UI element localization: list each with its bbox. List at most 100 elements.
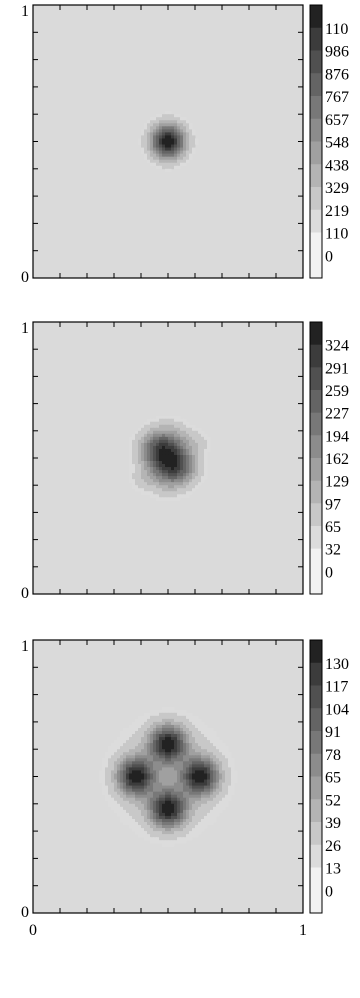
- contour-cell: [195, 779, 199, 783]
- contour-cell: [183, 494, 187, 498]
- contour-cell: [174, 812, 178, 817]
- contour-cell: [234, 776, 238, 780]
- contour-cell: [195, 770, 199, 774]
- contour-cell: [147, 767, 151, 771]
- contour-cell: [171, 743, 175, 747]
- contour-cell: [165, 451, 169, 456]
- contour-cell: [159, 724, 163, 729]
- contour-cell: [135, 752, 139, 756]
- contour-cell: [201, 755, 205, 759]
- contour-cell: [189, 779, 193, 783]
- contour-cell: [171, 776, 175, 780]
- contour-cell: [141, 737, 145, 741]
- contour-cell: [153, 120, 157, 124]
- contour-cell: [183, 485, 187, 489]
- contour-cell: [171, 740, 175, 744]
- contour-cell: [162, 743, 166, 747]
- contour-cell: [153, 470, 157, 474]
- contour-cell: [228, 779, 232, 783]
- contour-cell: [129, 476, 133, 480]
- contour-cell: [201, 773, 205, 777]
- contour-cell: [129, 442, 133, 447]
- contour-cell: [108, 779, 112, 783]
- contour-cell: [165, 150, 169, 155]
- contour-cell: [177, 818, 181, 823]
- contour-cell: [108, 746, 112, 750]
- contour-cell: [180, 737, 184, 741]
- contour-cell: [165, 721, 169, 726]
- contour-cell: [123, 737, 127, 741]
- contour-cell: [183, 731, 187, 735]
- contour-cell: [165, 731, 169, 735]
- contour-cell: [159, 156, 163, 161]
- contour-cell: [198, 800, 202, 805]
- contour-cell: [216, 809, 220, 814]
- contour-cell: [147, 828, 151, 832]
- contour-cell: [231, 767, 235, 771]
- contour-cell: [171, 834, 175, 838]
- contour-cell: [153, 809, 157, 814]
- contour-cell: [147, 770, 151, 774]
- contour-cell: [153, 743, 157, 747]
- contour-cell: [114, 749, 118, 753]
- contour-cell: [156, 828, 160, 832]
- contour-cell: [150, 743, 154, 747]
- contour-cell: [156, 734, 160, 738]
- contour-cell: [138, 445, 142, 450]
- contour-cell: [108, 785, 112, 790]
- contour-cell: [165, 834, 169, 838]
- contour-cell: [219, 743, 223, 747]
- contour-cell: [129, 749, 133, 753]
- contour-cell: [138, 721, 142, 726]
- contour-cell: [228, 788, 232, 793]
- contour-cell: [216, 800, 220, 805]
- contour-cell: [183, 448, 187, 453]
- contour-cell: [165, 126, 169, 130]
- contour-cell: [180, 712, 184, 717]
- contour-cell: [99, 776, 103, 780]
- contour-cell: [180, 473, 184, 477]
- contour-cell: [141, 442, 145, 447]
- colorbar-label: 104: [325, 701, 349, 718]
- contour-cell: [201, 785, 205, 790]
- contour-cell: [144, 825, 148, 829]
- contour-cell: [192, 715, 196, 720]
- contour-cell: [159, 461, 163, 465]
- contour-cell: [174, 776, 178, 780]
- contour-cell: [168, 162, 172, 167]
- contour-cell: [171, 421, 175, 426]
- contour-cell: [141, 445, 145, 450]
- contour-cell: [159, 138, 163, 142]
- contour-cell: [120, 767, 124, 771]
- contour-cell: [189, 734, 193, 738]
- contour-cell: [141, 491, 145, 495]
- contour-cell: [207, 785, 211, 790]
- contour-cell: [165, 779, 169, 783]
- contour-cell: [144, 782, 148, 786]
- contour-cell: [180, 709, 184, 714]
- contour-cell: [105, 794, 109, 799]
- colorbar-label: 91: [325, 724, 341, 741]
- contour-cell: [186, 831, 190, 835]
- contour-cell: [153, 129, 157, 133]
- contour-cell: [204, 764, 208, 768]
- contour-cell: [216, 758, 220, 762]
- contour-cell: [159, 764, 163, 768]
- contour-cell: [189, 764, 193, 768]
- contour-cell: [183, 840, 187, 844]
- contour-cell: [147, 451, 151, 456]
- contour-cell: [192, 752, 196, 756]
- contour-cell: [165, 421, 169, 426]
- contour-cell: [180, 427, 184, 432]
- contour-cell: [150, 837, 154, 841]
- contour-cell: [114, 779, 118, 783]
- contour-cell: [174, 430, 178, 435]
- contour-cell: [195, 458, 199, 462]
- contour-cell: [222, 788, 226, 793]
- contour-cell: [195, 761, 199, 765]
- contour-cell: [132, 464, 136, 468]
- contour-cell: [141, 758, 145, 762]
- contour-cell: [204, 767, 208, 771]
- contour-cell: [162, 806, 166, 811]
